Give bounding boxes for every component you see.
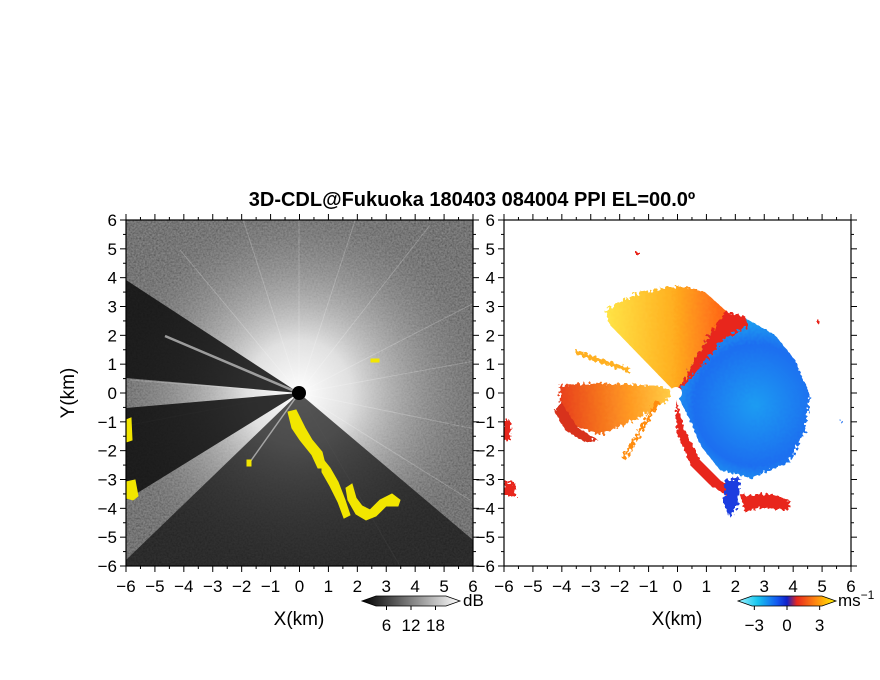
x-tick-label: 5 (439, 577, 448, 596)
x-tick-label: 4 (410, 577, 419, 596)
y-tick-label: 0 (486, 384, 495, 403)
x-tick-label: 3 (760, 577, 769, 596)
x-tick-label: −2 (232, 577, 251, 596)
y-tick-label: −5 (98, 528, 117, 547)
y-tick-label: 6 (108, 211, 117, 230)
colorbar-tick-label: 0 (782, 616, 791, 635)
x-tick-label: 2 (353, 577, 362, 596)
x-tick-label: −4 (174, 577, 193, 596)
y-tick-label: 0 (108, 384, 117, 403)
x-tick-label: −2 (610, 577, 629, 596)
y-tick-label: −2 (476, 442, 495, 461)
masked-region (126, 358, 401, 521)
y-tick-label: −1 (98, 413, 117, 432)
x-axis-label-left: X(km) (274, 609, 325, 630)
y-tick-label: 2 (486, 326, 495, 345)
x-tick-label: 2 (731, 577, 740, 596)
x-tick-label: 6 (468, 577, 477, 596)
chart-title: 3D-CDL@Fukuoka 180403 084004 PPI EL=00.0… (249, 189, 695, 211)
velocity-colorbar-unit: ms−1 (838, 588, 875, 610)
velocity-colorbar: −3 0 3 ms−1 (736, 588, 875, 635)
x-tick-label: −5 (145, 577, 164, 596)
colorbar-tick-label: −3 (745, 616, 764, 635)
x-tick-label: 0 (673, 577, 682, 596)
colorbar-tick-label: 6 (382, 616, 391, 635)
y-axis-label: Y(km) (58, 368, 79, 419)
y-tick-label: −5 (476, 528, 495, 547)
colorbar-tick-label: 18 (426, 616, 445, 635)
y-tick-label: −2 (98, 442, 117, 461)
x-tick-label: 0 (295, 577, 304, 596)
colorbar-tick-label: 3 (815, 616, 824, 635)
y-tick-label: 1 (486, 355, 495, 374)
x-tick-label: −3 (203, 577, 222, 596)
x-tick-label: 3 (382, 577, 391, 596)
y-tick-label: −4 (476, 499, 495, 518)
y-tick-label: −3 (476, 471, 495, 490)
y-tick-label: 1 (108, 355, 117, 374)
y-tick-label: 4 (486, 269, 495, 288)
x-tick-label: −6 (494, 577, 513, 596)
intensity-image (126, 220, 473, 566)
y-tick-label: −1 (476, 413, 495, 432)
y-tick-label: 3 (108, 298, 117, 317)
x-tick-label: 4 (788, 577, 797, 596)
x-tick-label: −5 (523, 577, 542, 596)
x-tick-label: −6 (116, 577, 135, 596)
x-tick-label: −1 (639, 577, 658, 596)
y-tick-label: 5 (108, 240, 117, 259)
y-tick-label: 2 (108, 326, 117, 345)
y-tick-label: −6 (98, 557, 117, 576)
x-tick-label: −4 (552, 577, 571, 596)
x-tick-label: −3 (581, 577, 600, 596)
x-tick-label: 6 (846, 577, 855, 596)
x-tick-label: 1 (702, 577, 711, 596)
x-tick-label: 1 (324, 577, 333, 596)
x-axis-label-right: X(km) (652, 609, 703, 630)
y-tick-label: −3 (98, 471, 117, 490)
intensity-colorbar: 6 12 18 dB (360, 591, 484, 635)
y-tick-label: 3 (486, 298, 495, 317)
y-tick-label: 5 (486, 240, 495, 259)
x-tick-label: 5 (817, 577, 826, 596)
y-tick-label: 4 (108, 269, 117, 288)
y-tick-label: 6 (486, 211, 495, 230)
x-tick-label: −1 (261, 577, 280, 596)
y-tick-label: −4 (98, 499, 117, 518)
colorbar-tick-label: 12 (402, 616, 421, 635)
intensity-colorbar-unit: dB (463, 591, 484, 610)
velocity-image (504, 252, 843, 518)
y-tick-label: −6 (476, 557, 495, 576)
